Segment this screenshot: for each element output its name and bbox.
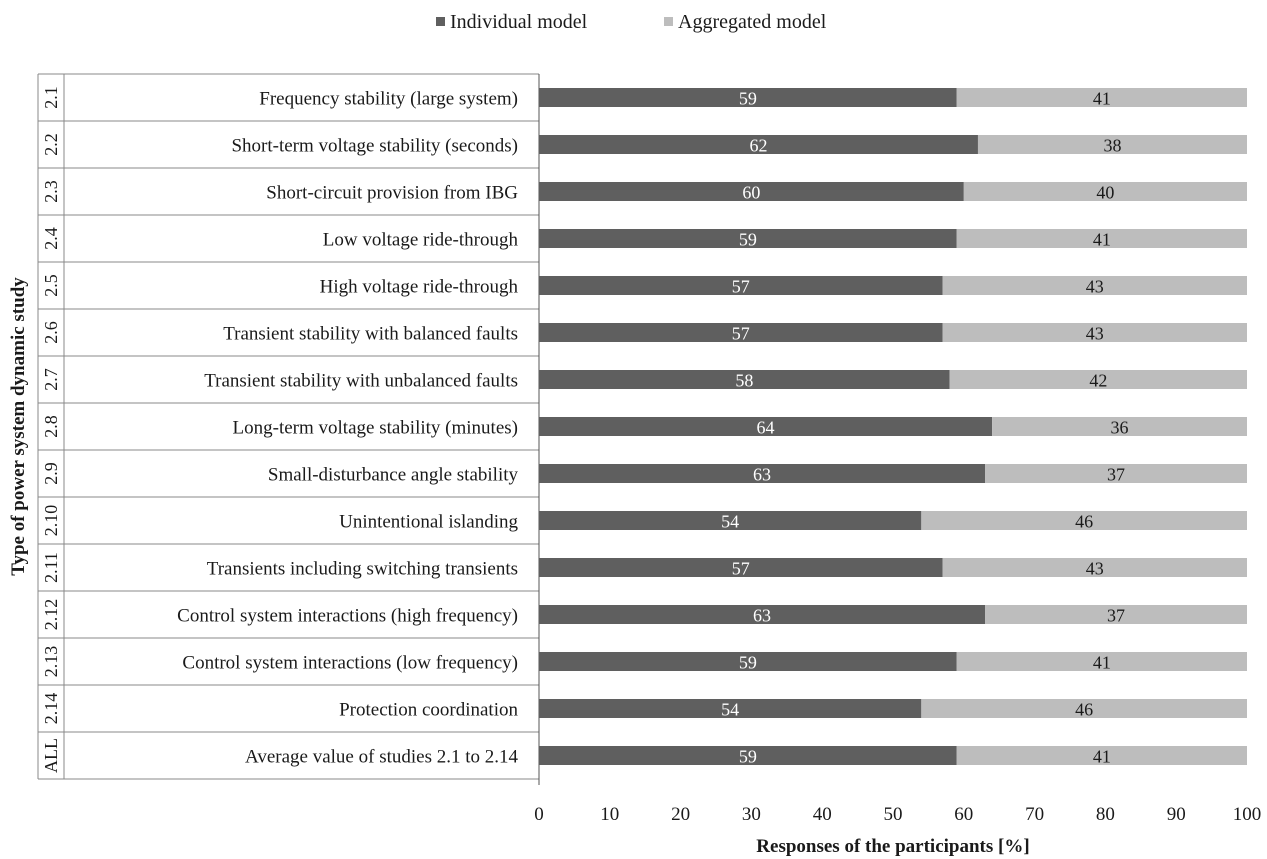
value-label-aggregated: 43 (1086, 559, 1104, 579)
value-label-individual: 58 (735, 371, 753, 391)
category-label: Short-circuit provision from IBG (266, 183, 518, 204)
value-label-individual: 59 (739, 230, 757, 250)
value-label-individual: 54 (721, 512, 739, 532)
category-label: Frequency stability (large system) (259, 89, 518, 110)
x-tick-label: 0 (534, 804, 544, 825)
x-tick-label: 100 (1233, 804, 1262, 825)
row-code-label: 2.3 (41, 180, 61, 203)
category-label: Control system interactions (low frequen… (182, 653, 518, 674)
x-tick-label: 90 (1167, 804, 1186, 825)
row-code-label: 2.13 (41, 646, 61, 678)
row-code-label: ALL (41, 738, 61, 773)
row-code-label: 2.7 (41, 368, 61, 391)
category-label: Unintentional islanding (339, 512, 518, 533)
category-label: Long-term voltage stability (minutes) (233, 418, 518, 439)
value-label-aggregated: 40 (1096, 183, 1114, 203)
row-code-label: 2.2 (41, 133, 61, 156)
bar-area: 59 41 62 38 60 40 59 41 57 43 57 43 58 42 64 36 63 37 54 46… (539, 74, 1247, 785)
legend-swatch-0 (436, 17, 445, 26)
category-label-table: 2.1 Frequency stability (large system) 2.2… (38, 74, 539, 779)
value-label-aggregated: 46 (1075, 512, 1093, 532)
row-code-label: 2.10 (41, 505, 61, 537)
x-tick-label: 40 (813, 804, 832, 825)
value-label-individual: 62 (749, 136, 767, 156)
legend-label-1: Aggregated model (678, 11, 827, 33)
value-label-aggregated: 43 (1086, 324, 1104, 344)
category-label: Short-term voltage stability (seconds) (231, 136, 518, 157)
row-code-label: 2.4 (41, 227, 61, 250)
row-code-label: 2.11 (41, 552, 61, 583)
category-label: Small-disturbance angle stability (268, 465, 519, 486)
x-tick-label: 30 (742, 804, 761, 825)
value-label-individual: 57 (732, 559, 750, 579)
row-code-label: 2.9 (41, 462, 61, 485)
value-label-aggregated: 41 (1093, 653, 1111, 673)
y-axis-title: Type of power system dynamic study (8, 277, 29, 576)
row-code-label: 2.6 (41, 321, 61, 344)
category-label: Average value of studies 2.1 to 2.14 (245, 747, 518, 768)
x-tick-label: 60 (954, 804, 973, 825)
value-label-aggregated: 37 (1107, 606, 1125, 626)
value-label-aggregated: 42 (1089, 371, 1107, 391)
x-tick-label: 70 (1025, 804, 1044, 825)
value-label-aggregated: 37 (1107, 465, 1125, 485)
value-label-individual: 60 (742, 183, 760, 203)
value-label-aggregated: 41 (1093, 230, 1111, 250)
row-code-label: 2.12 (41, 599, 61, 631)
category-label: Control system interactions (high freque… (177, 606, 518, 627)
value-label-individual: 63 (753, 465, 771, 485)
legend-swatch-1 (664, 17, 673, 26)
x-tick-label: 80 (1096, 804, 1115, 825)
category-label: Transients including switching transient… (207, 559, 518, 580)
x-tick-label: 10 (600, 804, 619, 825)
x-axis-title: Responses of the participants [%] (756, 836, 1029, 857)
category-label: Transient stability with balanced faults (223, 324, 518, 345)
value-label-aggregated: 38 (1103, 136, 1121, 156)
category-label: High voltage ride-through (320, 277, 519, 298)
value-label-aggregated: 36 (1111, 418, 1129, 438)
value-label-individual: 64 (757, 418, 775, 438)
row-code-label: 2.8 (41, 415, 61, 438)
value-label-individual: 59 (739, 89, 757, 109)
x-tick-label: 20 (671, 804, 690, 825)
value-label-individual: 59 (739, 747, 757, 767)
row-code-label: 2.5 (41, 274, 61, 297)
category-label: Protection coordination (339, 700, 518, 721)
value-label-individual: 57 (732, 324, 750, 344)
value-label-individual: 54 (721, 700, 739, 720)
value-label-individual: 59 (739, 653, 757, 673)
category-label: Transient stability with unbalanced faul… (204, 371, 518, 392)
row-code-label: 2.1 (41, 86, 61, 109)
value-label-aggregated: 43 (1086, 277, 1104, 297)
row-code-label: 2.14 (41, 693, 61, 725)
x-tick-label: 50 (884, 804, 903, 825)
category-label: Low voltage ride-through (323, 230, 519, 251)
value-label-aggregated: 41 (1093, 89, 1111, 109)
value-label-aggregated: 41 (1093, 747, 1111, 767)
value-label-individual: 57 (732, 277, 750, 297)
legend-label-0: Individual model (450, 11, 588, 33)
x-axis: 0 10 20 30 40 50 60 70 80 90 100 (534, 804, 1261, 825)
value-label-aggregated: 46 (1075, 700, 1093, 720)
legend: Individual model Aggregated model (436, 11, 827, 33)
value-label-individual: 63 (753, 606, 771, 626)
